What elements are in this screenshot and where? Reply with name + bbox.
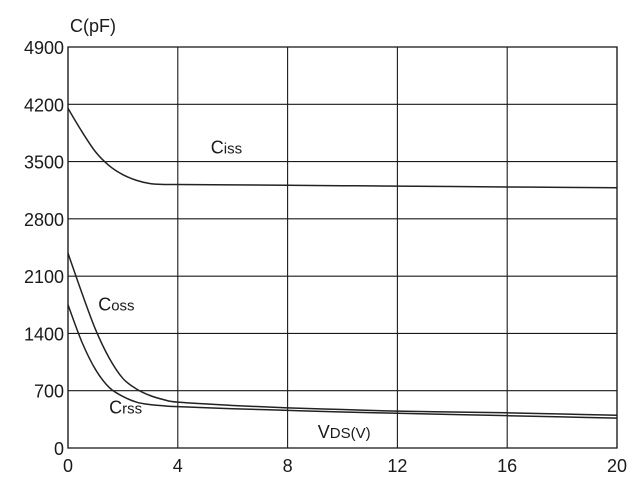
annotation-ciss: Ciss xyxy=(211,137,242,157)
y-tick-label: 1400 xyxy=(24,324,64,344)
series-line-crss xyxy=(67,304,618,419)
series-line-ciss xyxy=(67,107,618,189)
x-tick-label: 12 xyxy=(387,456,407,476)
x-tick-label: 4 xyxy=(173,456,183,476)
x-tick-label: 20 xyxy=(607,456,627,476)
y-axis-title: C(pF) xyxy=(70,16,116,36)
series-labels: Ciss Coss Crss VDS(V) xyxy=(98,137,370,442)
grid-lines xyxy=(67,46,618,449)
annotation-vdsv: VDS(V) xyxy=(318,422,371,442)
y-tick-label: 4900 xyxy=(24,38,64,58)
tick-labels: 0 4 8 12 16 20 0 700 1400 2100 2800 3500 4200 4900 xyxy=(24,38,627,476)
annotation-crss: Crss xyxy=(109,398,142,418)
y-tick-label: 3500 xyxy=(24,153,64,173)
series-curves xyxy=(67,107,618,419)
x-tick-label: 0 xyxy=(63,456,73,476)
x-tick-label: 16 xyxy=(497,456,517,476)
plot-frame xyxy=(67,46,618,449)
y-tick-label: 4200 xyxy=(24,95,64,115)
y-tick-label: 2100 xyxy=(24,267,64,287)
series-line-coss xyxy=(67,252,618,417)
y-tick-label: 700 xyxy=(34,382,64,402)
annotation-coss: Coss xyxy=(98,295,134,315)
y-tick-label: 0 xyxy=(54,439,64,459)
y-tick-label: 2800 xyxy=(24,210,64,230)
x-tick-label: 8 xyxy=(283,456,293,476)
